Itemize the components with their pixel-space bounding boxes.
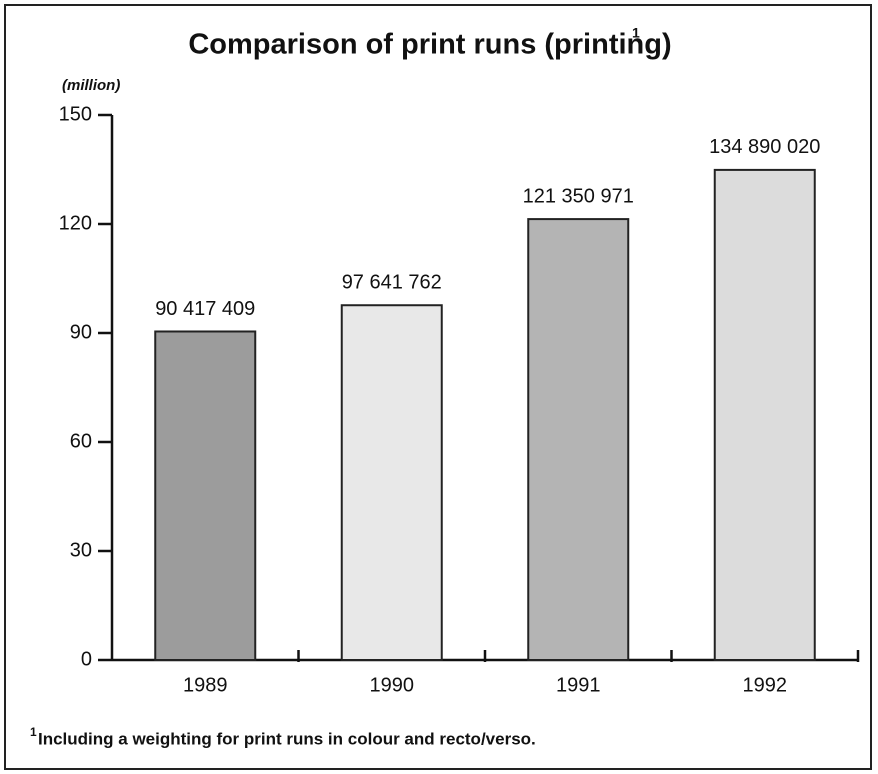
x-tick-label: 1989 [183, 674, 228, 696]
y-tick-label: 120 [59, 212, 92, 234]
y-tick-label: 0 [81, 648, 92, 670]
bar [340, 304, 443, 661]
frame [4, 4, 872, 770]
y-tick-label: 90 [70, 321, 92, 343]
value-label: 121 350 971 [523, 185, 634, 207]
value-label: 90 417 409 [155, 298, 255, 320]
bar [527, 218, 630, 662]
y-tick-label: 60 [70, 430, 92, 452]
footnote: Including a weighting for print runs in … [38, 729, 536, 748]
chart-title: Comparison of print runs (printing) [188, 29, 671, 61]
x-tick-label: 1991 [556, 674, 601, 696]
y-tick-label: 30 [70, 539, 92, 561]
x-tick-label: 1990 [370, 674, 415, 696]
bar [154, 330, 257, 661]
footnote-marker: 1 [30, 725, 37, 739]
x-tick-label: 1992 [743, 674, 788, 696]
bar [713, 168, 816, 661]
title-marker: 1 [632, 25, 640, 41]
value-label: 97 641 762 [342, 272, 442, 294]
y-axis-label: (million) [62, 77, 120, 94]
value-label: 134 890 020 [709, 136, 820, 158]
y-tick-label: 150 [59, 103, 92, 125]
